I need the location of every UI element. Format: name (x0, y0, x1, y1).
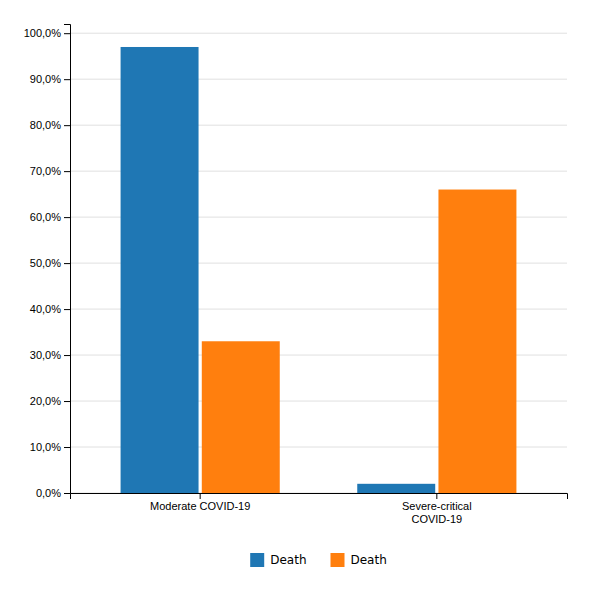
tick: 80,0% (30, 119, 70, 131)
tick: Moderate COVID-19 (150, 493, 250, 512)
tick: 0,0% (36, 487, 70, 499)
legend-item: Death (331, 553, 387, 567)
tick-label: Moderate COVID-19 (150, 500, 250, 512)
tick-mark (64, 493, 70, 494)
tick-mark (64, 33, 70, 34)
tick-mark (64, 355, 70, 356)
chart: 0,0% 10,0% 20,0% 30,0% 40,0% 50,0% 60,0% 70,0% 8… (0, 0, 591, 593)
grid-line (70, 33, 567, 34)
legend: Death Death (250, 553, 387, 567)
tick: 100,0% (24, 27, 70, 39)
bar (438, 190, 516, 493)
tick-mark (64, 217, 70, 218)
tick: 30,0% (30, 349, 70, 361)
legend-swatch (250, 553, 264, 567)
tick-label: 20,0% (30, 395, 61, 407)
tick-mark (64, 79, 70, 80)
legend-item: Death (250, 553, 306, 567)
legend-label: Death (351, 553, 387, 567)
bar (121, 47, 199, 493)
tick-label: Severe-criticalCOVID-19 (402, 500, 472, 525)
plot: 0,0% 10,0% 20,0% 30,0% 40,0% 50,0% 60,0% 70,0% 8… (24, 25, 568, 526)
axis-line (64, 25, 71, 494)
tick-mark (64, 401, 70, 402)
tick-label: 90,0% (30, 73, 61, 85)
tick: 70,0% (30, 165, 70, 177)
tick: Severe-criticalCOVID-19 (402, 493, 472, 525)
grid (70, 33, 567, 493)
tick-label: 100,0% (24, 27, 62, 39)
tick-mark (64, 263, 70, 264)
tick-mark (64, 309, 70, 310)
tick-mark (436, 493, 437, 499)
legend-swatch (331, 553, 345, 567)
tick: 60,0% (30, 211, 70, 223)
x-axis: Moderate COVID-19 Severe-criticalCOVID-19 (71, 493, 568, 525)
tick: 20,0% (30, 395, 70, 407)
bar (202, 341, 280, 493)
tick-label: 70,0% (30, 165, 61, 177)
tick-label: 60,0% (30, 211, 61, 223)
tick-label: 30,0% (30, 349, 61, 361)
tick-mark (64, 447, 70, 448)
legend-label: Death (270, 553, 306, 567)
axis-line (71, 494, 568, 500)
tick-mark (64, 171, 70, 172)
tick-label: 0,0% (36, 487, 61, 499)
tick-label: 10,0% (30, 441, 61, 453)
tick-mark (64, 125, 70, 126)
tick-mark (200, 493, 201, 499)
bars (121, 47, 517, 493)
tick: 40,0% (30, 303, 70, 315)
y-axis: 0,0% 10,0% 20,0% 30,0% 40,0% 50,0% 60,0% 70,0% 8… (24, 25, 71, 500)
tick-label: 80,0% (30, 119, 61, 131)
bar (357, 484, 435, 493)
tick: 50,0% (30, 257, 70, 269)
tick: 10,0% (30, 441, 70, 453)
tick: 90,0% (30, 73, 70, 85)
tick-label: 40,0% (30, 303, 61, 315)
tick-label: 50,0% (30, 257, 61, 269)
